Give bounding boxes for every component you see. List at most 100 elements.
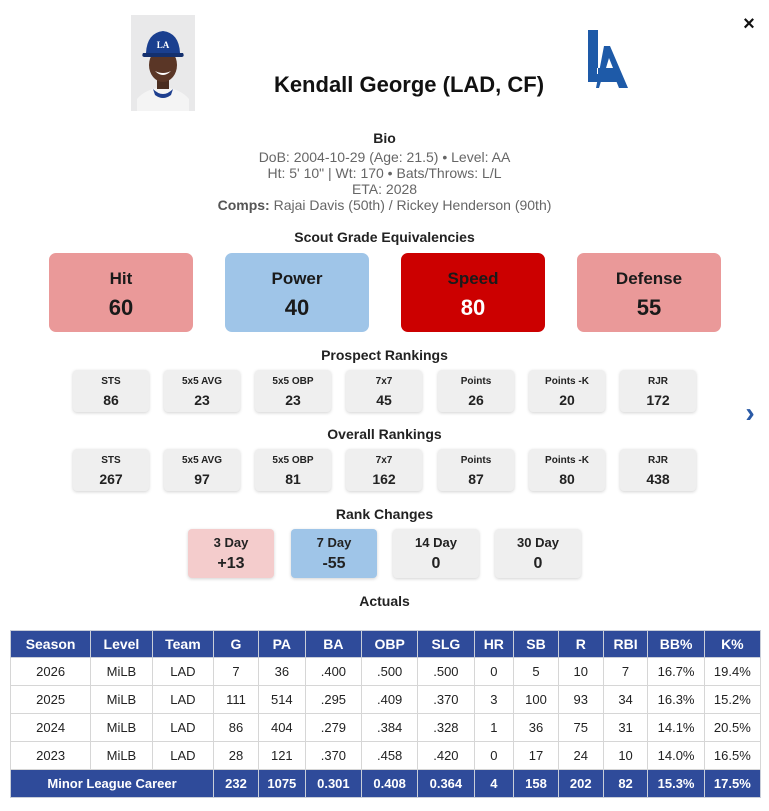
table-cell: .420: [417, 741, 475, 770]
rank-change-30-day: 30 Day 0: [495, 529, 581, 578]
rank-label: RJR: [647, 455, 668, 466]
table-cell: .500: [361, 657, 419, 686]
bio-line-dob: DoB: 2004-10-29 (Age: 21.5) • Level: AA: [258, 149, 511, 165]
table-header-row: Season Level Team G PA BA OBP SLG HR SB …: [9, 630, 762, 658]
overall-rank-rjr: RJR 438: [620, 449, 696, 491]
rank-value: 86: [103, 392, 119, 408]
rank-value: 172: [646, 392, 670, 408]
table-cell: 82: [602, 769, 649, 798]
change-label: 7 Day: [316, 535, 352, 550]
column-header[interactable]: Level: [90, 630, 153, 658]
column-header[interactable]: PA: [257, 630, 306, 658]
table-cell: 16.7%: [647, 657, 705, 686]
overall-rank-points: Points 87: [438, 449, 514, 491]
bio-block: DoB: 2004-10-29 (Age: 21.5) • Level: AA …: [0, 149, 769, 213]
table-cell: 2024: [9, 713, 92, 742]
column-header[interactable]: G: [213, 630, 259, 658]
rank-value: 23: [194, 392, 210, 408]
change-label: 3 Day: [213, 535, 249, 550]
grade-label: Speed: [447, 269, 499, 288]
svg-text:LA: LA: [157, 40, 170, 50]
table-cell: MiLB: [90, 741, 153, 770]
table-cell: 1: [473, 713, 515, 742]
table-cell: .279: [304, 713, 363, 742]
table-cell: 17.5%: [703, 769, 762, 798]
column-header[interactable]: Season: [9, 630, 92, 658]
bio-line-eta: ETA: 2028: [351, 181, 418, 197]
player-name: Kendall George (LAD, CF): [273, 72, 545, 97]
grade-card-speed: Speed 80: [401, 253, 545, 332]
table-cell: 7: [213, 657, 259, 686]
table-cell: 232: [213, 769, 259, 798]
table-cell: 19.4%: [703, 657, 762, 686]
change-value: 0: [431, 555, 441, 572]
next-arrow-button[interactable]: ›: [745, 397, 755, 428]
bio-title: Bio: [373, 130, 396, 146]
table-cell: 15.3%: [647, 769, 705, 798]
column-header[interactable]: K%: [703, 630, 762, 658]
table-cell: 158: [513, 769, 559, 798]
grade-label: Hit: [109, 269, 133, 288]
rank-value: 267: [99, 471, 123, 487]
table-cell: 36: [513, 713, 559, 742]
player-photo: LA: [131, 15, 195, 111]
scout-grades-title: Scout Grade Equivalencies: [294, 229, 475, 245]
grade-card-defense: Defense 55: [577, 253, 721, 332]
column-header[interactable]: HR: [473, 630, 515, 658]
change-label: 30 Day: [517, 535, 559, 550]
table-cell: 100: [513, 685, 559, 714]
prospect-rank-points: Points 26: [438, 370, 514, 412]
bio-line-comps: Comps: Rajai Davis (50th) / Rickey Hende…: [0, 197, 769, 213]
table-cell: 2023: [9, 741, 92, 770]
column-header[interactable]: OBP: [361, 630, 419, 658]
table-cell: .384: [361, 713, 419, 742]
rank-label: 7x7: [375, 376, 393, 387]
table-cell: 17: [513, 741, 559, 770]
table-cell: 1075: [257, 769, 306, 798]
rank-value: 45: [376, 392, 392, 408]
rank-value: 80: [559, 471, 575, 487]
column-header[interactable]: SB: [513, 630, 559, 658]
table-cell: 202: [557, 769, 604, 798]
grade-value: 40: [284, 295, 310, 320]
bio-line-physical: Ht: 5' 10" | Wt: 170 • Bats/Throws: L/L: [267, 165, 502, 181]
rank-value: 81: [285, 471, 301, 487]
grade-label: Defense: [615, 269, 683, 288]
rank-label: RJR: [647, 376, 668, 387]
table-cell: 0.301: [304, 769, 363, 798]
rank-label: Points: [460, 455, 492, 466]
overall-rank-5x5-avg: 5x5 AVG 97: [164, 449, 240, 491]
career-totals-row: Minor League Career 232 1075 0.301 0.408…: [9, 769, 762, 798]
prospect-rankings-title: Prospect Rankings: [321, 347, 448, 363]
table-cell: 10: [557, 657, 604, 686]
table-cell: .295: [304, 685, 363, 714]
table-cell: .370: [304, 741, 363, 770]
change-value: +13: [217, 555, 245, 572]
column-header[interactable]: RBI: [602, 630, 649, 658]
rank-label: 5x5 OBP: [272, 455, 314, 466]
change-label: 14 Day: [415, 535, 457, 550]
table-cell: 36: [257, 657, 306, 686]
column-header[interactable]: Team: [151, 630, 215, 658]
table-cell: 5: [513, 657, 559, 686]
table-cell: 3: [473, 685, 515, 714]
column-header[interactable]: BB%: [647, 630, 705, 658]
grade-card-power: Power 40: [225, 253, 369, 332]
rank-label: Points: [460, 376, 492, 387]
grade-value: 80: [460, 295, 486, 320]
rank-change-7-day: 7 Day -55: [291, 529, 377, 578]
column-header[interactable]: BA: [304, 630, 363, 658]
prospect-rank-points-k: Points -K 20: [529, 370, 605, 412]
table-cell: .500: [417, 657, 475, 686]
overall-rank-points-k: Points -K 80: [529, 449, 605, 491]
table-cell: 28: [213, 741, 259, 770]
close-button[interactable]: ×: [743, 13, 755, 35]
table-cell: 2026: [9, 657, 92, 686]
column-header[interactable]: R: [557, 630, 604, 658]
table-cell: 93: [557, 685, 604, 714]
actuals-title: Actuals: [359, 593, 410, 609]
column-header[interactable]: SLG: [417, 630, 475, 658]
table-cell: 10: [602, 741, 649, 770]
rank-label: 5x5 AVG: [181, 376, 223, 387]
table-cell: 0.364: [417, 769, 475, 798]
